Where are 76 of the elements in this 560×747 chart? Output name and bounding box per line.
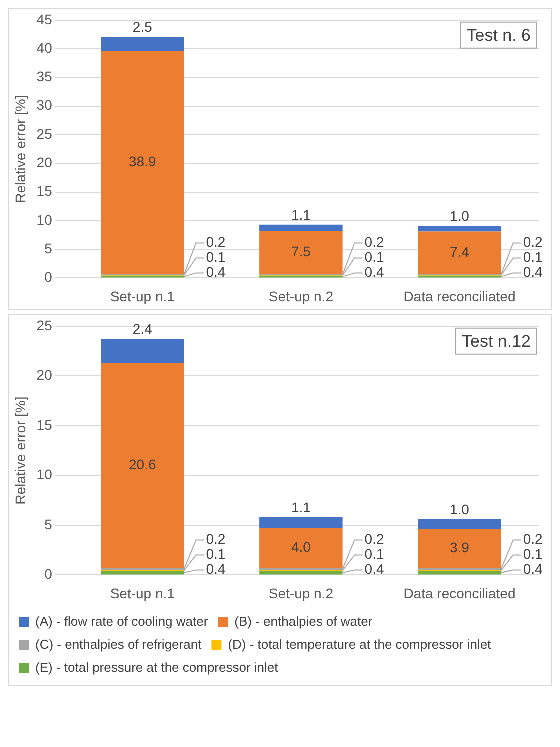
- y-tick-label: 15: [36, 183, 53, 200]
- y-tick-label: 5: [44, 240, 53, 256]
- bar: [418, 571, 502, 575]
- data-label: 1.1: [291, 499, 312, 516]
- data-label: 2.4: [132, 321, 153, 338]
- legend-label: (B) - enthalpies of water: [234, 614, 374, 630]
- bar: [101, 571, 184, 575]
- data-label: 1.0: [450, 208, 470, 224]
- data-label: 0.4: [364, 264, 384, 280]
- data-label: 0.1: [364, 249, 384, 266]
- bar: [418, 226, 502, 232]
- bar: [101, 37, 184, 52]
- data-label: 0.2: [364, 234, 384, 250]
- bar: [101, 51, 184, 274]
- bar: [260, 224, 343, 232]
- bar: [101, 363, 184, 568]
- x-tick-label: Set-up n.2: [268, 288, 334, 304]
- data-label: 0.4: [523, 561, 544, 578]
- y-axis-title: Relative error [%]: [12, 396, 28, 505]
- y-tick-label: 30: [36, 97, 53, 114]
- bar: [260, 517, 343, 528]
- data-label: 1.0: [450, 501, 470, 518]
- legend-label: (E) - total pressure at the compressor inlet: [36, 660, 279, 676]
- y-tick-label: 20: [36, 367, 53, 384]
- data-label: 0.2: [523, 234, 544, 250]
- data-label: 1.1: [291, 206, 312, 223]
- x-tick-label: Set-up n.1: [110, 288, 176, 304]
- data-label: 7.4: [450, 244, 470, 260]
- y-tick-label: 20: [36, 154, 53, 170]
- data-label: 0.1: [523, 249, 544, 266]
- y-tick-label: 25: [36, 126, 53, 142]
- x-tick-label: Data reconciliated: [404, 288, 516, 304]
- data-label: 0.1: [206, 546, 226, 562]
- data-label: 0.2: [206, 234, 226, 250]
- y-tick-label: 45: [36, 11, 53, 28]
- bar: [260, 231, 343, 274]
- y-tick-label: 10: [36, 466, 53, 483]
- bar: [418, 519, 502, 530]
- y-tick-label: 0: [44, 269, 53, 286]
- legend-label: (C) - enthalpies of refrigerant: [36, 637, 202, 652]
- data-label: 0.2: [206, 531, 226, 548]
- data-label: 0.1: [364, 546, 384, 562]
- data-label: 0.2: [364, 531, 384, 548]
- x-tick-label: Data reconciliated: [404, 585, 516, 602]
- data-label: 0.4: [206, 561, 226, 578]
- data-label: 0.2: [523, 531, 544, 548]
- data-label: 0.1: [206, 249, 226, 266]
- data-label: 20.6: [129, 456, 156, 473]
- data-label: 2.5: [132, 18, 153, 35]
- legend-label: (A) - flow rate of cooling water: [36, 614, 209, 630]
- x-tick-label: Set-up n.2: [268, 585, 334, 602]
- chart-title: Test n. 6: [466, 26, 532, 46]
- y-tick-label: 35: [36, 68, 53, 85]
- data-label: 3.9: [450, 540, 470, 556]
- data-label: 0.4: [523, 264, 544, 280]
- bar: [418, 529, 502, 568]
- y-tick-label: 10: [36, 212, 53, 228]
- y-tick-label: 40: [36, 40, 53, 56]
- y-tick-label: 5: [44, 516, 53, 532]
- y-tick-label: 25: [36, 317, 53, 334]
- bar: [418, 232, 502, 274]
- x-tick-label: Set-up n.1: [110, 585, 176, 602]
- chart-title: Test n.12: [462, 332, 532, 352]
- data-label: 7.5: [291, 244, 312, 260]
- y-tick-label: 0: [44, 566, 53, 582]
- y-tick-label: 15: [36, 416, 53, 433]
- bar: [260, 571, 343, 575]
- y-axis-title: Relative error [%]: [12, 95, 28, 204]
- data-label: 0.1: [523, 546, 544, 562]
- data-label: 4.0: [291, 539, 312, 556]
- legend-label: (D) - total temperature at the compressor inlet: [228, 637, 492, 652]
- data-label: 0.4: [206, 264, 226, 280]
- data-label: 0.4: [364, 561, 384, 578]
- bar: [101, 339, 184, 364]
- bar: [260, 528, 343, 568]
- data-label: 38.9: [129, 154, 156, 170]
